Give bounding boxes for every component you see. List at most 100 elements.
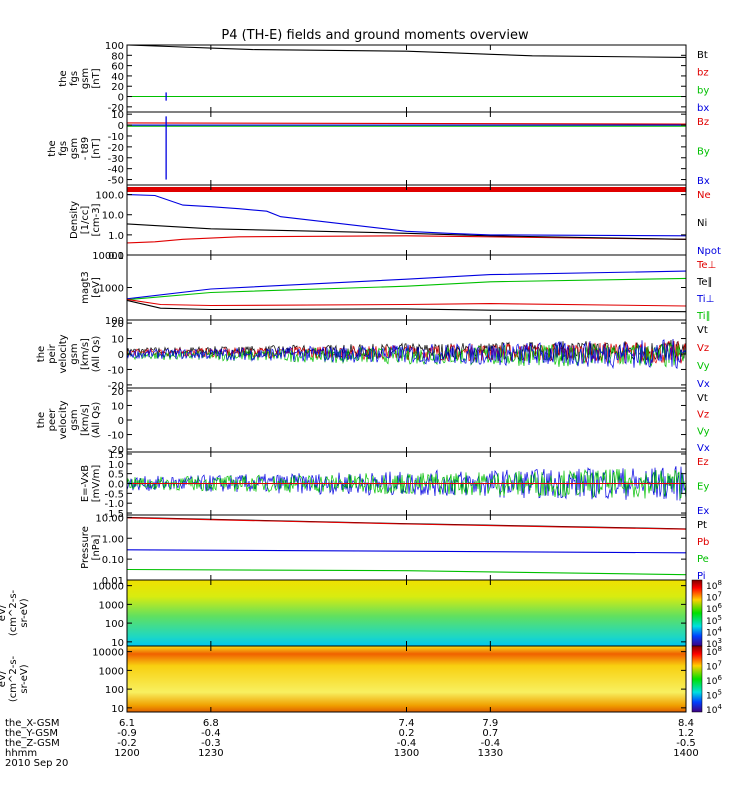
ephemeris-value: 1200 [114,748,139,759]
heatmap-field [127,580,686,646]
y-tick-label: 10 [111,638,124,649]
y-axis-label: E=-VxB [80,465,91,502]
y-tick-label: -40 [108,165,124,176]
y-axis-label: the [58,70,69,86]
y-axis-label: eV/ [0,604,8,621]
y-axis-label: [nPa] [91,534,102,560]
series-Pb [127,517,686,530]
colorbar-label: 104 [706,703,722,716]
y-tick-label: -20 [108,445,124,456]
ephemeris-value: 7.4 [399,718,415,729]
panel-fgs-gsm-t89: Bz By Bx 100-10-20-30-40-50 the fgs gsm - t89 [n… [47,110,710,187]
legend-Ne: Ne [697,190,711,201]
legend-Pt: Pt [697,520,707,531]
y-tick-label: 0.01 [102,576,124,587]
colorbar-label: 106 [706,674,722,687]
panel-density: Ne Ni Npot 100.0 10.0 1.0 0.1 Density [1/cc] [cm-… [69,184,721,262]
legend-Ti⊥: Ti⊥ [696,294,714,305]
velocity-trace [127,339,686,370]
colorbar-exponent: 5 [717,689,721,697]
legend-By: By [697,147,710,158]
series-Ni [127,223,686,240]
y-tick-label: 100 [105,41,124,52]
ephemeris-value: 1300 [394,748,419,759]
panel-frame [126,387,687,453]
y-tick-label: 10 [111,401,124,412]
y-tick-label: 100.0 [95,191,124,202]
y-tick-label: 100 [105,619,124,630]
y-axis-label: peir [47,343,58,363]
y-tick-label: 1.0 [108,231,124,242]
y-tick-label: -30 [108,154,124,165]
colorbar-label: 105 [706,689,722,702]
y-tick-label: 0 [118,121,124,132]
series-Ne [127,235,686,244]
y-tick-label: -50 [108,176,124,187]
y-axis-label: velocity [58,400,69,439]
colorbar-exponent: 6 [717,674,722,682]
legend-Npot: Npot [697,246,721,257]
ephemeris-value: 6.1 [119,718,135,729]
colorbar [691,579,703,647]
series-Pi [127,549,686,554]
y-tick-label: 0.1 [108,251,124,262]
y-axis-label: sr-eV) [19,598,30,627]
legend-Pe: Pe [697,554,709,565]
ephemeris-value: 1330 [478,748,503,759]
y-axis-label: gsm [69,409,80,430]
y-axis-label: [1/cc] [80,206,91,235]
y-axis-label: fgs [58,141,69,156]
panel-peir-en-eflux: 10810710610510410310000100010010thepeire… [0,579,722,650]
y-tick-label: 1.5 [108,450,124,461]
legend-Pb: Pb [697,537,709,548]
efield-trace [127,468,686,500]
legend-Ex: Ex [697,506,709,517]
ephemeris-row-label: the_Z-GSM [5,738,60,749]
colorbar-exponent: 5 [717,614,721,622]
legend-Vx: Vx [697,443,710,454]
y-tick-label: 1.0 [108,460,124,471]
colorbar-exponent: 3 [717,637,721,645]
y-tick-label: 0.10 [102,555,124,566]
colorbar-exponent: 7 [717,591,721,599]
y-tick-label: 0 [118,350,124,361]
ephemeris-value: -0.4 [481,738,501,749]
y-tick-label: 10 [111,704,124,715]
y-tick-label: -10 [108,365,124,376]
y-axis-label: (All Qs) [91,402,102,439]
y-tick-label: -1.5 [104,509,124,520]
series-Bt [127,45,686,58]
series-Npot [127,194,686,237]
legend-Vx: Vx [697,379,710,390]
legend-Ey: Ey [697,482,709,493]
panel-peer-en-eflux: 10810710610510410000100010010thepeerenef… [0,645,722,716]
ephemeris-value: -0.9 [117,728,137,739]
y-tick-label: 1000 [99,666,124,677]
y-axis-label: [nT] [91,68,102,88]
efield-trace [127,466,686,501]
ephemeris-row-label: hhmm [5,748,37,759]
legend-Te∥: Te∥ [696,277,713,288]
y-tick-label: -20 [108,143,124,154]
legend-Vt: Vt [697,393,708,404]
y-tick-label: 0.5 [108,470,124,481]
y-tick-label: 10 [111,335,124,346]
legend-Bx: Bx [697,176,710,187]
series-Ti∥ [127,277,686,301]
legend-Pi: Pi [697,571,706,582]
y-axis-label: (cm^2-s- [8,589,19,636]
colorbar-exponent: 4 [717,703,722,711]
y-axis-label: Density [69,201,80,239]
colorbar-exponent: 8 [717,579,721,587]
heatmap-field [127,646,686,712]
y-tick-label: 0.0 [108,480,124,491]
colorbar-exponent: 4 [717,625,722,633]
panel-peer-velocity: Vt Vz Vy Vx 20 10 0 -10 -20 the peer velocity gsm [km… [36,387,710,456]
ephemeris-row-label: the_X-GSM [5,718,59,729]
y-axis-label: [km/s] [80,338,91,370]
y-tick-label: -0.5 [104,489,124,500]
y-tick-label: -20 [108,103,124,114]
y-tick-label: -10 [108,132,124,143]
y-axis-label: the [36,412,47,428]
